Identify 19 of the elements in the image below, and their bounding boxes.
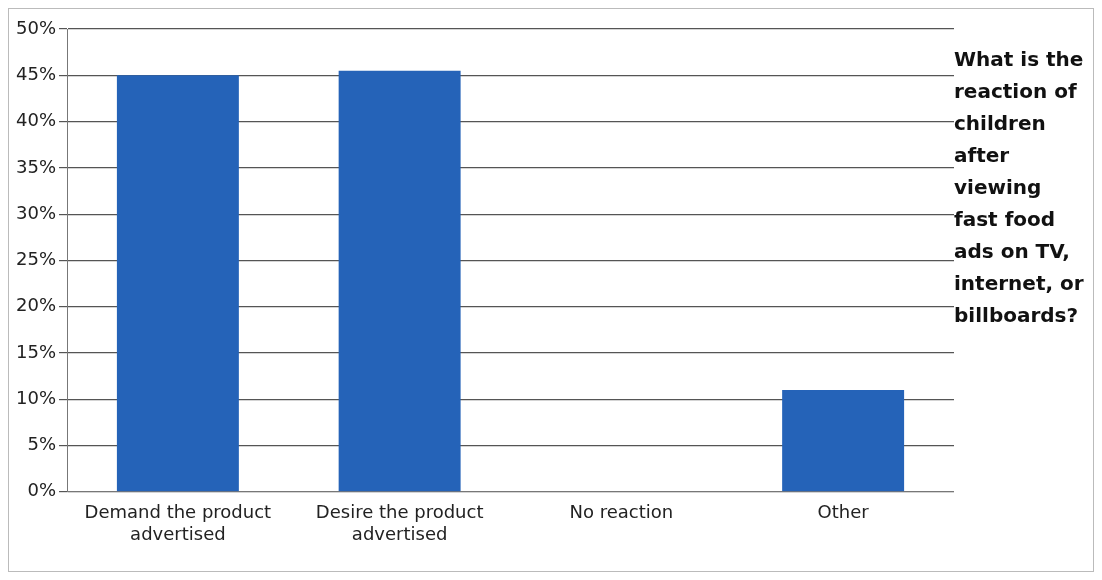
y-tick-label: 10% [15, 386, 57, 408]
y-tick-label: 20% [15, 294, 57, 316]
bar [782, 389, 905, 492]
x-tick-label: Demand the product advertised [84, 501, 272, 544]
y-tick-label: 40% [15, 109, 57, 131]
y-tick-label: 15% [15, 340, 57, 362]
bar [338, 70, 461, 492]
y-tick-label: 25% [15, 248, 57, 270]
y-tick-label: 50% [15, 16, 57, 38]
x-tick-label: Other [817, 501, 870, 523]
x-tick-label: No reaction [569, 501, 674, 523]
y-tick-label: 45% [15, 62, 57, 84]
y-tick-label: 5% [27, 433, 57, 455]
x-tick-label: Desire the product advertised [315, 501, 484, 544]
y-tick-label: 30% [15, 201, 57, 223]
y-tick-label: 35% [15, 155, 57, 177]
y-tick-label: 0% [27, 479, 57, 501]
chart-title: What is the reaction of children after viewing fast food ads on TV, internet, or billboards? [954, 47, 1084, 327]
bar [116, 75, 239, 492]
